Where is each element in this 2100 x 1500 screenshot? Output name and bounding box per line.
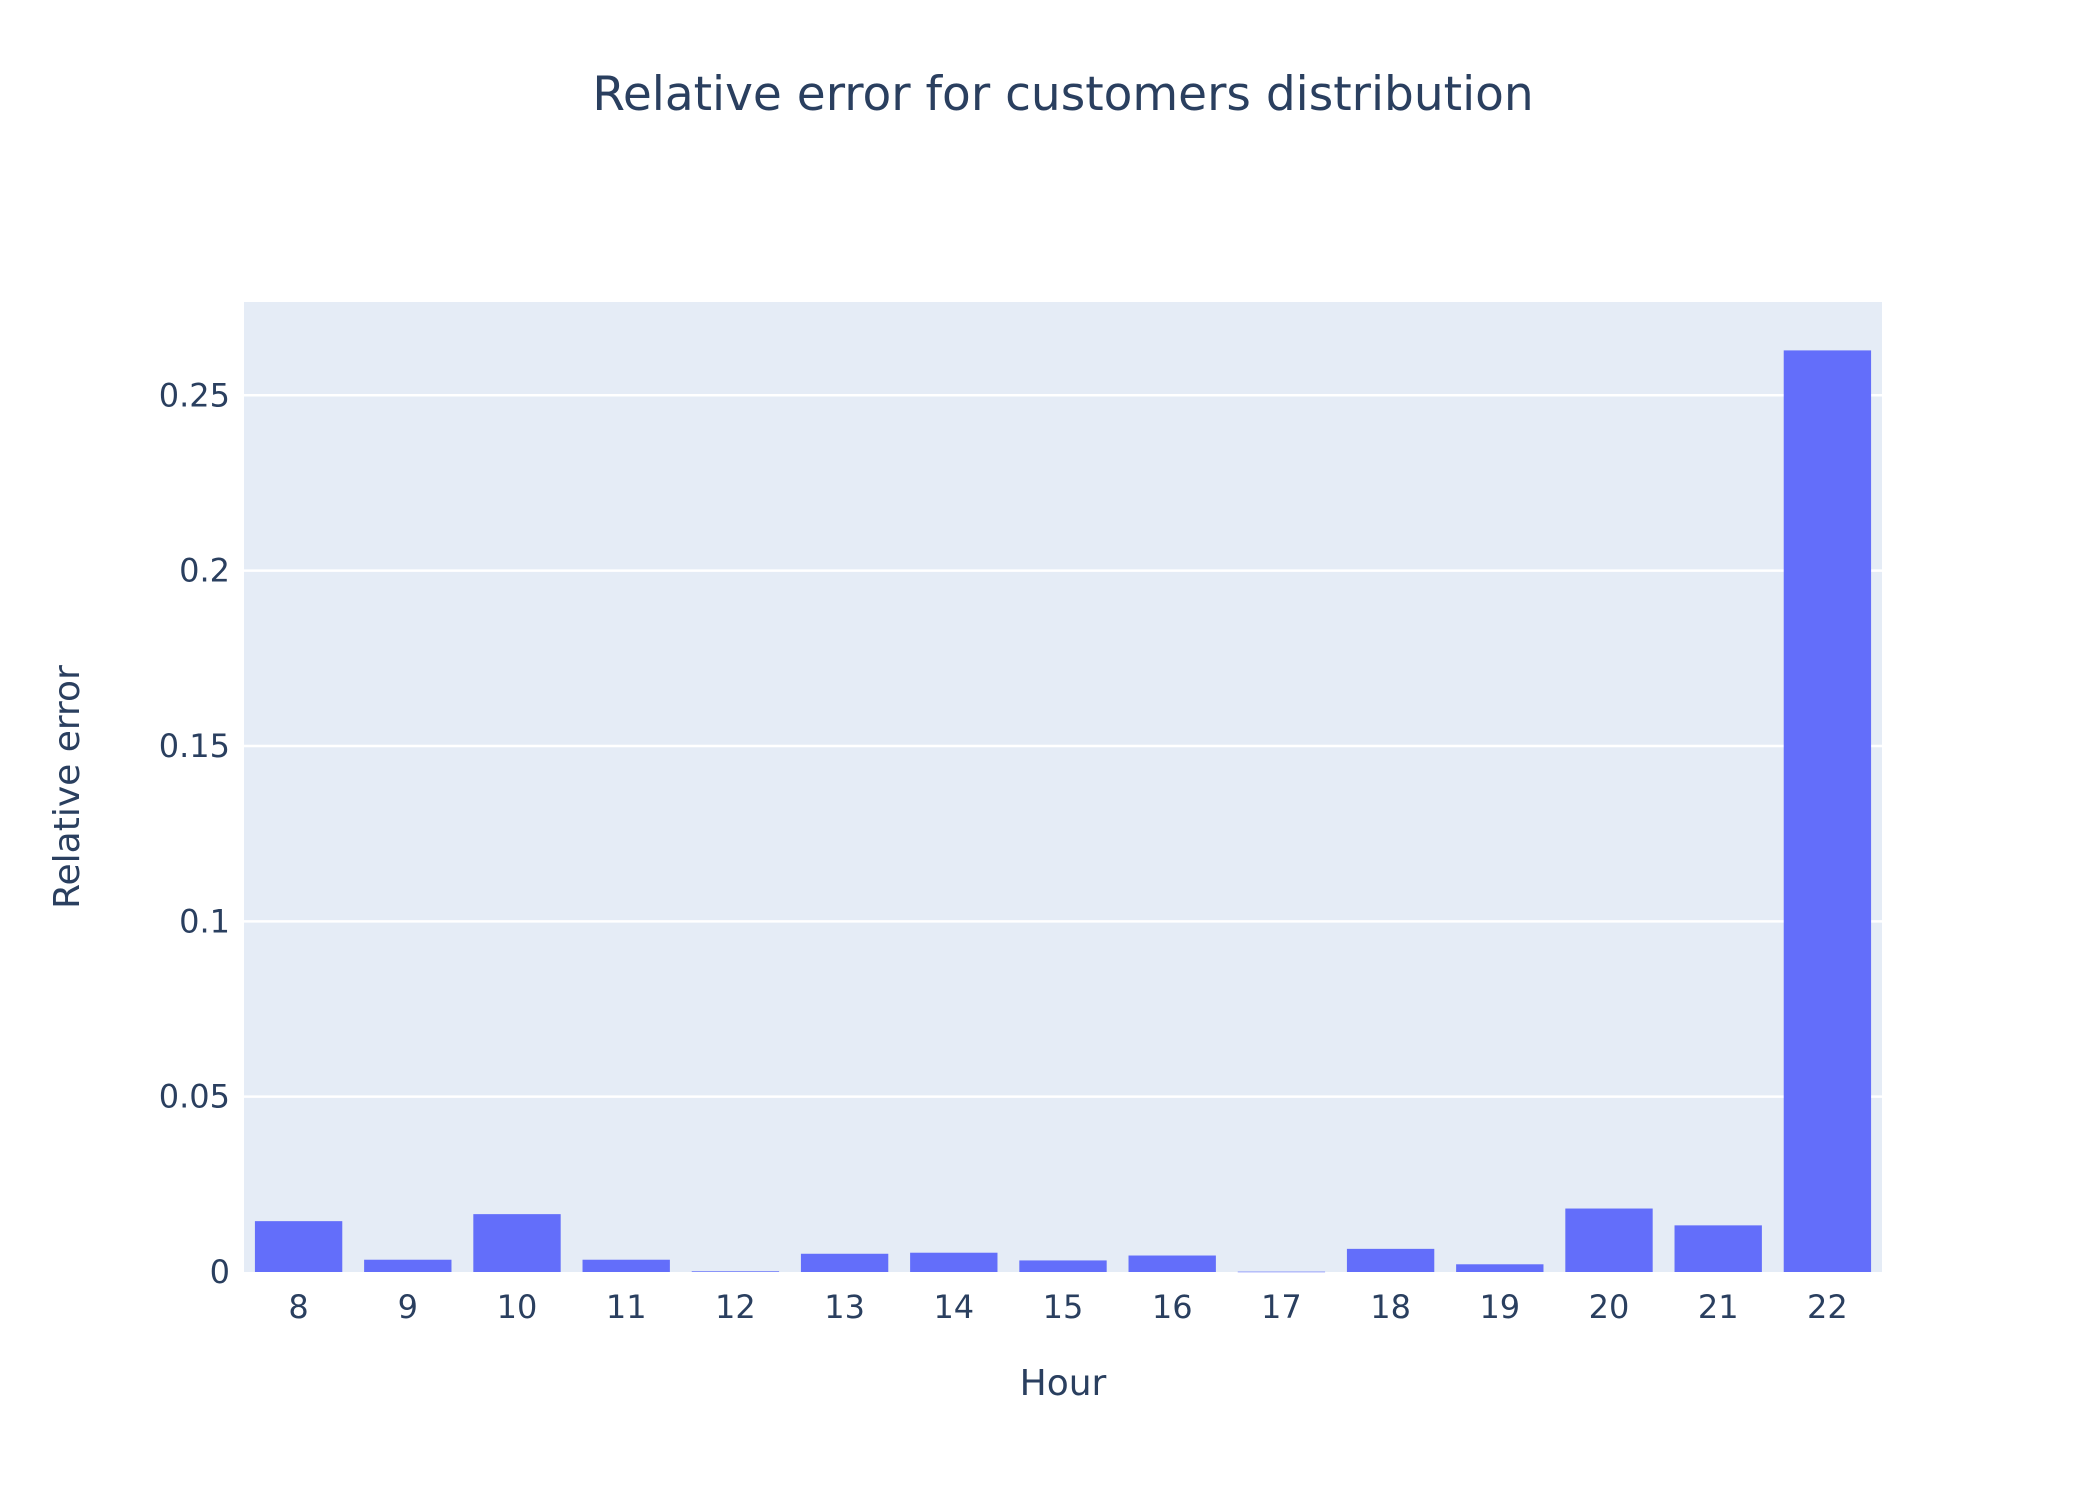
x-tick-label: 20 [1589, 1288, 1630, 1326]
y-tick-label: 0.1 [179, 902, 230, 940]
x-tick-label: 9 [398, 1288, 418, 1326]
bar-hour-13[interactable] [800, 1253, 889, 1272]
x-tick-label: 11 [606, 1288, 647, 1326]
bar-hour-9[interactable] [364, 1259, 452, 1272]
x-tick-label: 14 [933, 1288, 974, 1326]
bar-hour-14[interactable] [910, 1252, 998, 1272]
x-tick-labels: 8 9 10 11 12 13 14 15 16 17 18 19 20 21 22 [288, 1288, 1847, 1326]
chart-title: Relative error for customers distributio… [592, 67, 1533, 122]
y-tick-label: 0.25 [159, 376, 230, 414]
x-tick-label: 15 [1043, 1288, 1084, 1326]
x-tick-label: 18 [1370, 1288, 1411, 1326]
y-axis-title: Relative error [47, 665, 88, 909]
bar-hour-22[interactable] [1783, 350, 1872, 1273]
bar-hour-16[interactable] [1128, 1255, 1216, 1272]
plot-area [244, 302, 1882, 1272]
bars [254, 350, 1872, 1273]
x-tick-label: 19 [1479, 1288, 1520, 1326]
bar-hour-18[interactable] [1346, 1248, 1435, 1272]
bar-hour-11[interactable] [582, 1259, 670, 1272]
x-axis-title: Hour [1020, 1363, 1107, 1404]
x-tick-label: 17 [1261, 1288, 1302, 1326]
bar-hour-21[interactable] [1674, 1225, 1762, 1272]
x-tick-label: 13 [824, 1288, 865, 1326]
y-tick-label: 0.05 [159, 1078, 230, 1116]
bar-hour-17[interactable] [1237, 1271, 1326, 1273]
y-tick-labels: 0 0.05 0.1 0.15 0.2 0.25 [159, 376, 230, 1291]
y-tick-label: 0.2 [179, 552, 230, 590]
bar-hour-12[interactable] [691, 1271, 780, 1272]
x-tick-label: 22 [1807, 1288, 1848, 1326]
x-tick-label: 12 [715, 1288, 756, 1326]
bar-hour-20[interactable] [1565, 1208, 1653, 1272]
bar-hour-19[interactable] [1456, 1264, 1544, 1272]
bar-hour-15[interactable] [1019, 1260, 1107, 1272]
y-tick-label: 0 [210, 1253, 230, 1291]
bar-hour-10[interactable] [473, 1214, 561, 1272]
x-tick-label: 10 [497, 1288, 538, 1326]
x-tick-label: 16 [1152, 1288, 1193, 1326]
x-tick-label: 21 [1698, 1288, 1739, 1326]
x-tick-label: 8 [288, 1288, 308, 1326]
y-tick-label: 0.15 [159, 727, 230, 765]
bar-hour-8[interactable] [254, 1221, 343, 1272]
gridlines [244, 394, 1882, 1098]
